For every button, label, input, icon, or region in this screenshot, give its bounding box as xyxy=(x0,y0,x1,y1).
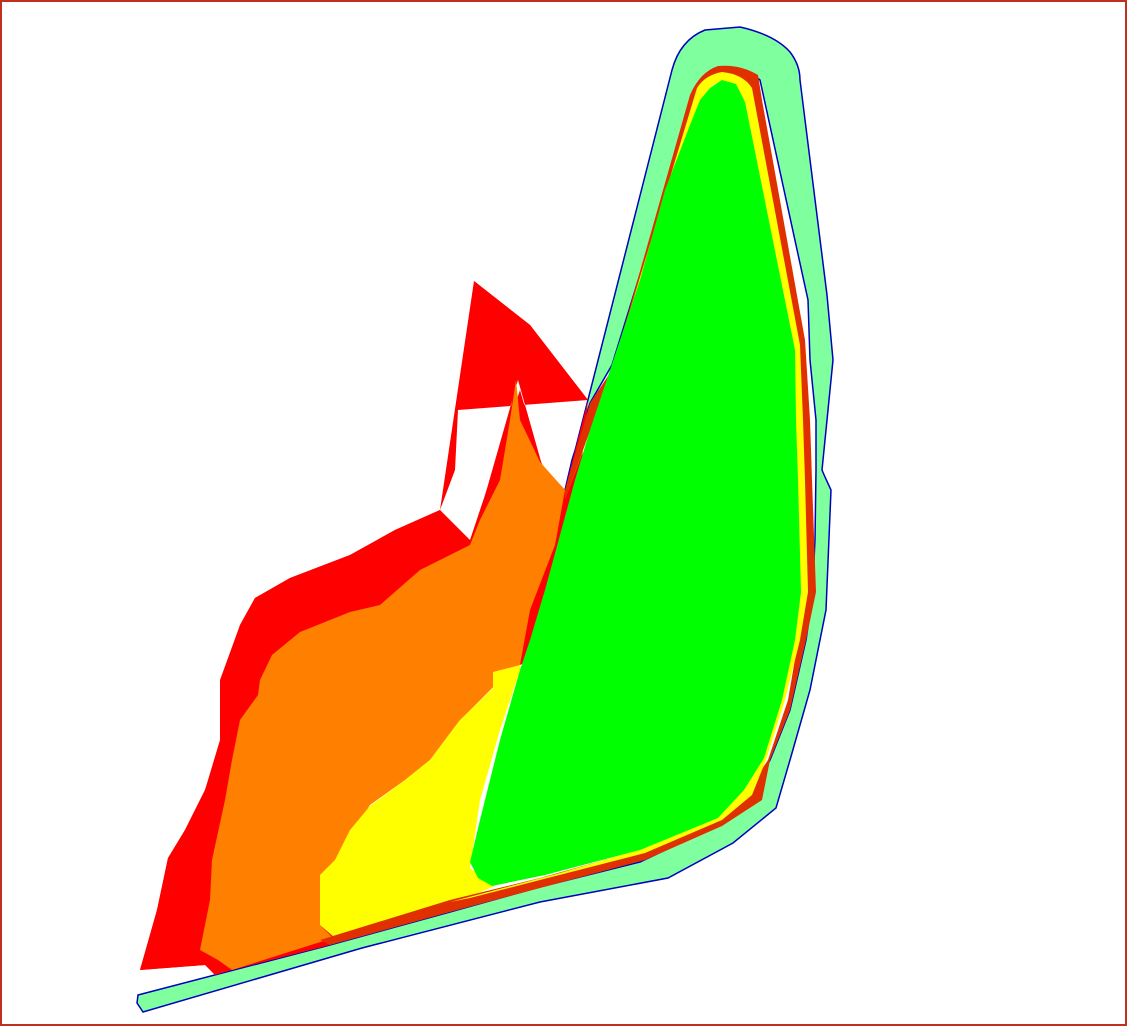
lake-rim-red xyxy=(320,65,816,945)
orange-zone xyxy=(200,380,565,970)
yellow-zone xyxy=(320,665,520,938)
green-zone xyxy=(470,80,801,886)
